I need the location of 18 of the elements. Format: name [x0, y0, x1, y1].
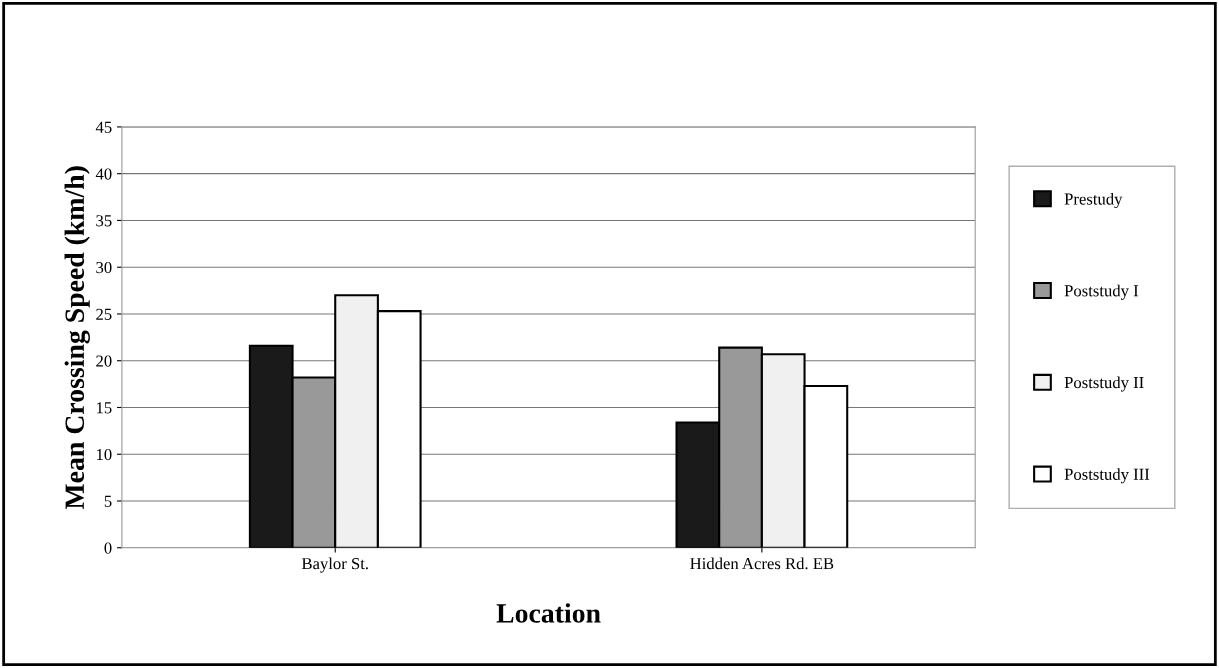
y-tick-label: 40 [95, 168, 112, 180]
x-axis-title: Location [496, 603, 601, 623]
y-tick-label: 35 [96, 215, 112, 227]
legend-label: Poststudy III [1064, 468, 1150, 484]
y-tick-label: 20 [96, 355, 112, 367]
y-tick-label: 15 [96, 402, 112, 414]
y-tick-label: 45 [95, 121, 112, 133]
y-tick-label: 30 [96, 261, 112, 274]
legend-label: Prestudy [1064, 192, 1123, 209]
y-tick-label: 0 [104, 542, 112, 554]
y-tick-label: 5 [104, 495, 112, 507]
y-tick-label: 10 [96, 448, 112, 461]
legend-label: Poststudy II [1064, 376, 1144, 392]
x-tick-label: Baylor St. [301, 557, 368, 573]
legend-label: Poststudy I [1064, 284, 1139, 300]
y-axis-title: Mean Crossing Speed (km/h) [64, 166, 90, 510]
y-tick-label: 25 [96, 308, 112, 320]
x-tick-label: Hidden Acres Rd. EB [690, 557, 834, 570]
